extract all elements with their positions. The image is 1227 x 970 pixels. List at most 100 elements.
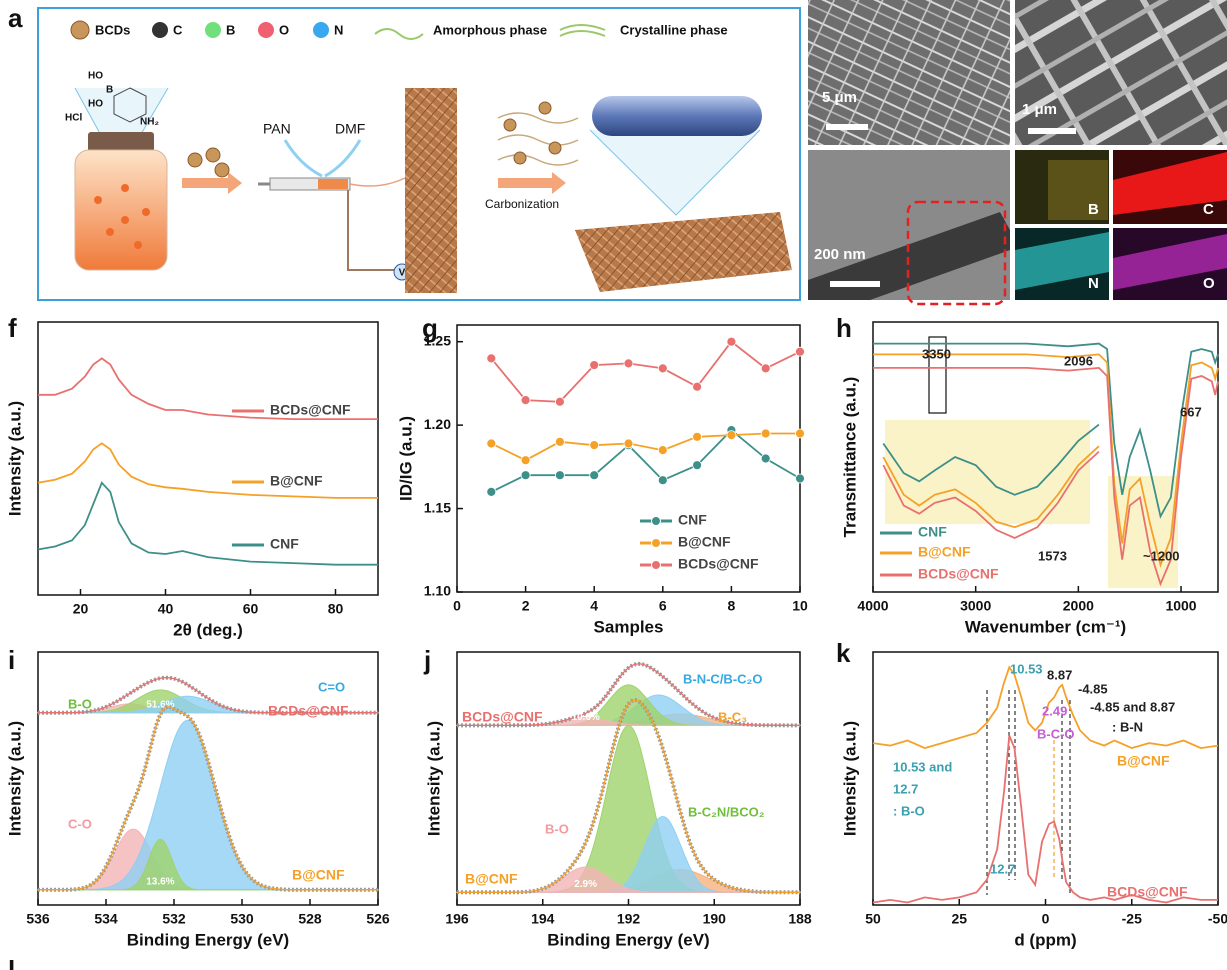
micrographs: 5 μm 1 μm 200 nm B C N O (808, 0, 1227, 306)
legend-label: BCDs@CNF (462, 709, 543, 725)
legend-label: B@CNF (270, 473, 323, 489)
x-tick-label: 0 (453, 598, 461, 614)
legend-marker (651, 560, 661, 570)
jet (349, 177, 406, 187)
x-tick-label: 0 (1042, 911, 1050, 927)
inset-line (882, 450, 1100, 539)
annotation: 2096 (1064, 353, 1093, 368)
x-tick-label: 8 (728, 598, 736, 614)
legend-ball (70, 20, 90, 40)
point (486, 353, 497, 364)
scale-bar (1028, 128, 1076, 134)
area-label: 51.6% (146, 699, 174, 710)
guide-lines (986, 690, 1071, 895)
eds-map-signal (1048, 160, 1108, 220)
series-line (490, 428, 801, 493)
annotation: 10.53 and (893, 759, 952, 774)
annotation: B-O (545, 821, 569, 836)
molecule-text: HCl (65, 113, 82, 124)
legend-label: BCDs@CNF (268, 703, 349, 719)
y-axis-label: Intensity (a.u.) (424, 721, 443, 836)
point (623, 438, 634, 449)
x-tick-label: 194 (531, 911, 555, 927)
arrow (182, 172, 242, 194)
x-axis-label: d (ppm) (1014, 930, 1076, 949)
y-tick-label: 1.25 (424, 332, 451, 348)
highlight-box (928, 336, 947, 414)
x-axis-label: Binding Energy (eV) (547, 930, 709, 949)
x-tick-label: 6 (659, 598, 667, 614)
y-tick-label: 1.10 (424, 583, 451, 599)
y-tick-label: 1.15 (424, 499, 451, 515)
annotation: 8.87 (1047, 667, 1072, 682)
molecule-text: NH₂ (140, 117, 159, 128)
series-line (37, 442, 378, 499)
x-tick-label: 2000 (1063, 598, 1094, 614)
scale-text: 5 μm (822, 89, 857, 106)
point (555, 396, 565, 407)
series-line (490, 432, 800, 462)
point (657, 445, 668, 456)
x-tick-label: 40 (158, 601, 174, 617)
inset-line (882, 423, 1100, 496)
area-label: 2.9% (574, 879, 597, 890)
point (486, 438, 497, 449)
annotation: B-C₃ (718, 709, 747, 724)
panel-letter: j (423, 645, 431, 675)
cluster-balls (503, 101, 562, 165)
eds-map-signal (1113, 234, 1227, 290)
jar-cap (88, 132, 154, 152)
legend-label: B@CNF (465, 871, 518, 887)
point (589, 470, 600, 481)
x-tick-label: 192 (617, 911, 641, 927)
fit-peak (37, 719, 379, 891)
legend-label: B@CNF (678, 534, 731, 550)
point (760, 428, 771, 439)
annotation: C-O (68, 816, 92, 831)
scale-bar (830, 281, 880, 287)
legend-text: B (226, 22, 235, 37)
scale-bar (826, 124, 868, 130)
fit-envelope (457, 699, 800, 893)
series-line (873, 353, 1219, 568)
jar (74, 149, 168, 271)
legend-text: BCDs (95, 22, 130, 37)
legend-label: CNF (678, 512, 707, 528)
annotation: ~1200 (1143, 548, 1180, 563)
reagent: PAN (263, 121, 291, 137)
legend-label: CNF (918, 524, 947, 540)
annotation: 1573 (1038, 548, 1067, 563)
panel-letter: g (422, 313, 438, 343)
annotation: 12.7 (893, 781, 918, 796)
x-axis-label: Wavenumber (cm⁻¹) (965, 617, 1126, 636)
y-axis-label: Transmittance (a.u.) (840, 377, 859, 538)
x-axis-label: Samples (594, 617, 664, 636)
plot-frame (872, 651, 1219, 906)
eds-map-signal (1113, 152, 1227, 215)
legend-label: BCDs@CNF (918, 566, 999, 582)
legend-marker (651, 516, 661, 526)
legend-label: CNF (270, 536, 299, 552)
x-tick-label: 10 (792, 598, 808, 614)
scale-text: 1 μm (1022, 101, 1057, 118)
scheme: BCDs C B O N Amorphous phase Crystalline… (37, 7, 801, 301)
x-tick-label: 3000 (960, 598, 991, 614)
annotation: 12.7 (990, 861, 1015, 876)
legend-text: O (279, 22, 289, 37)
legend-text: Amorphous phase (433, 22, 547, 37)
x-tick-label: 25 (951, 911, 967, 927)
legend-label: B@CNF (1117, 753, 1170, 769)
eds-label: N (1088, 275, 1099, 292)
x-tick-label: 1000 (1165, 598, 1196, 614)
fit-envelope (38, 706, 378, 891)
eds-label: B (1088, 201, 1099, 218)
x-tick-label: 532 (162, 911, 186, 927)
plot-frame (37, 321, 379, 596)
annotation: B-N-C/B-C₂O (683, 671, 762, 686)
legend-ball (152, 22, 168, 38)
fit-envelope (38, 677, 378, 714)
x-tick-label: 530 (230, 911, 254, 927)
x-tick-label: 80 (328, 601, 344, 617)
annotation: : B-O (893, 803, 925, 818)
